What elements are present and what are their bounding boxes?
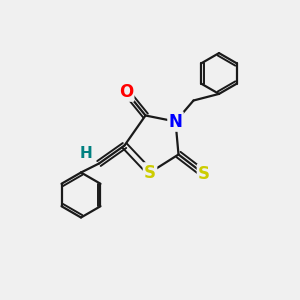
Text: H: H [80, 146, 93, 160]
Text: S: S [198, 165, 210, 183]
Text: N: N [169, 112, 182, 130]
Text: O: O [119, 82, 133, 100]
Text: S: S [144, 164, 156, 181]
